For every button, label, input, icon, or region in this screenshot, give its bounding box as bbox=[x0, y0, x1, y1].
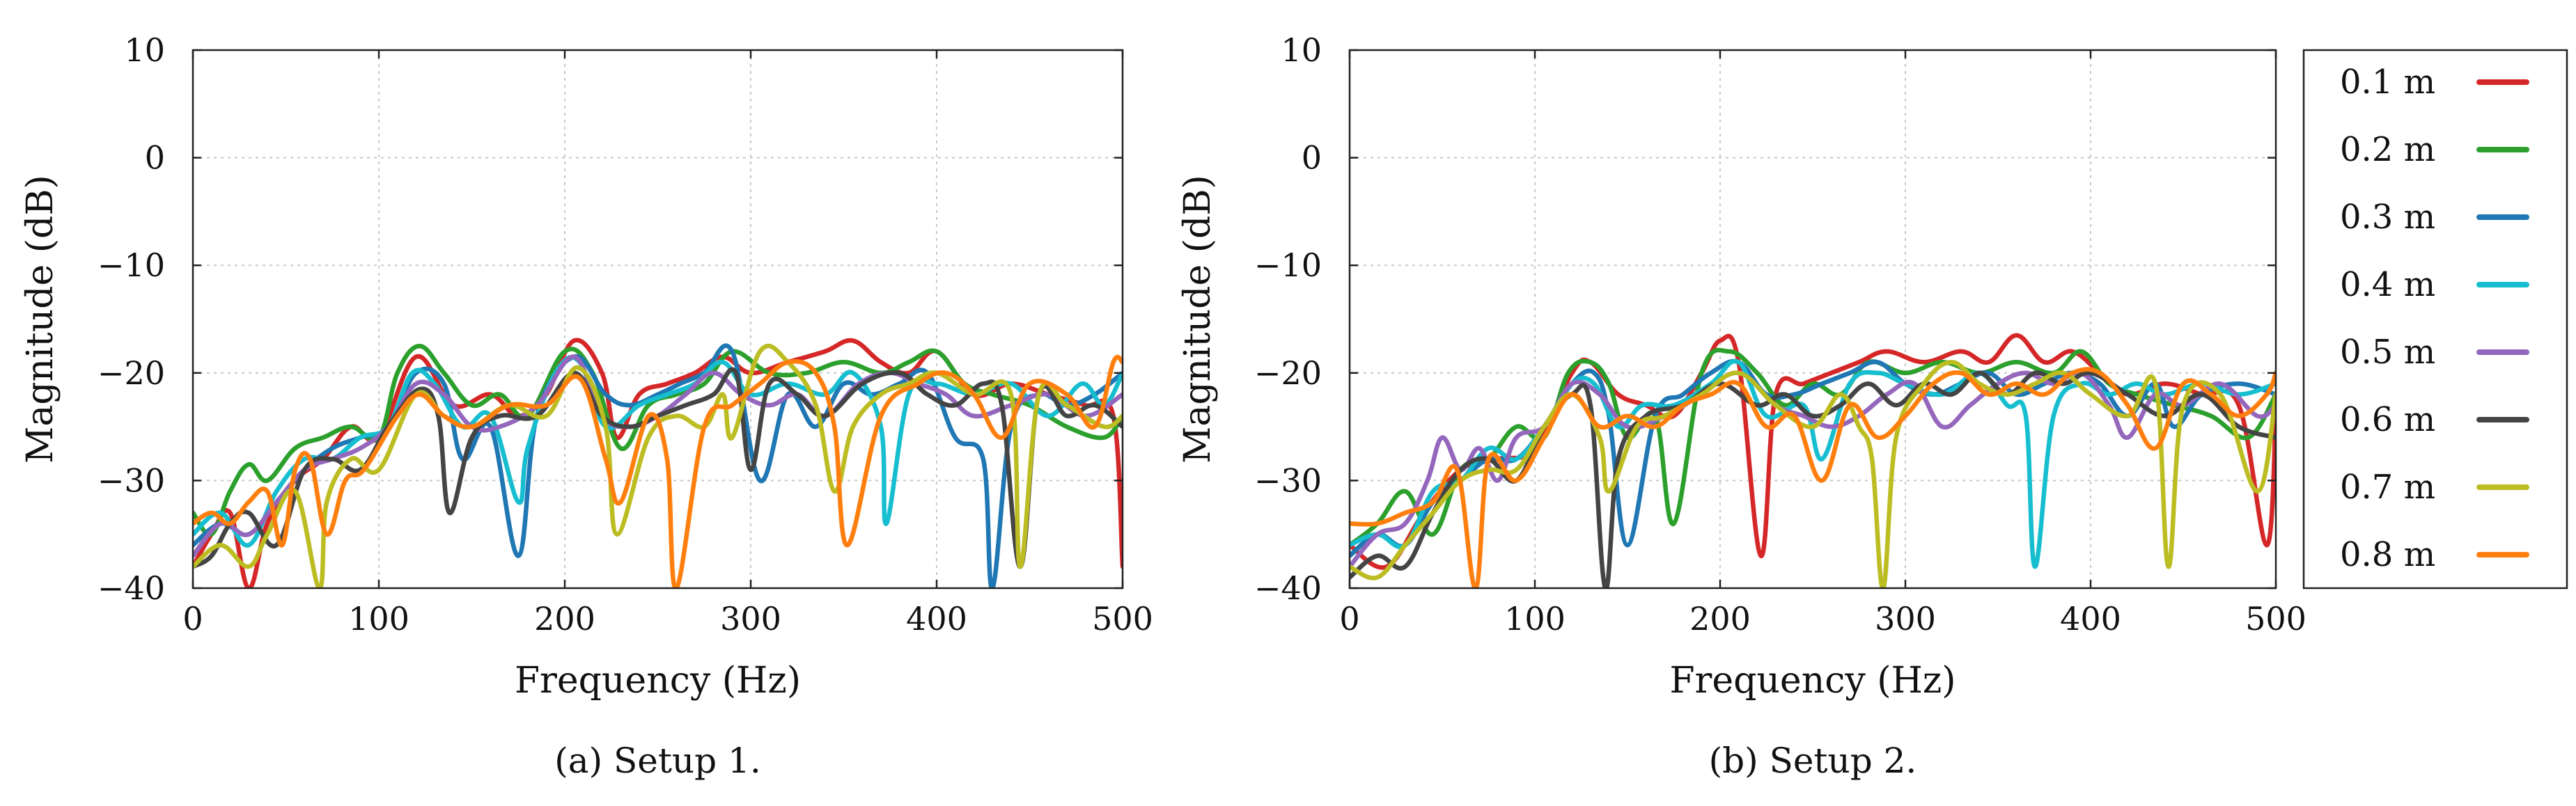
series-line-0-8m bbox=[193, 354, 1123, 588]
x-tick-label: 400 bbox=[2060, 600, 2121, 638]
legend-label: 0.3 m bbox=[2340, 198, 2435, 237]
x-tick-label: 0 bbox=[182, 600, 203, 638]
y-tick-label: 0 bbox=[1302, 139, 1322, 177]
y-tick-label: −10 bbox=[1254, 246, 1322, 284]
x-tick-label: 400 bbox=[906, 600, 967, 638]
chart-setup-1: 0 100 200 300 400 500100−10−20−30−40Frequency… bbox=[19, 31, 1153, 781]
x-axis-label: Frequency (Hz) bbox=[1669, 660, 1956, 702]
legend: 0.1 m 0.2 m 0.3 m 0.4 m 0.5 m 0.6 m 0.7 m 0.8 m bbox=[2302, 49, 2568, 590]
legend-label: 0.7 m bbox=[2340, 468, 2435, 507]
plot-frame bbox=[192, 49, 1124, 590]
y-tick-label: −30 bbox=[97, 461, 165, 499]
legend-label: 0.6 m bbox=[2340, 400, 2435, 439]
chart-setup-2: 0 100 200 300 400 500100−10−20−30−40Frequency… bbox=[1177, 31, 2306, 781]
x-tick-label: 300 bbox=[720, 600, 781, 638]
series-line-0-8m bbox=[1350, 367, 2276, 588]
legend-label: 0.8 m bbox=[2340, 535, 2435, 574]
y-tick-label: −20 bbox=[97, 354, 165, 392]
legend-label: 0.4 m bbox=[2340, 265, 2435, 304]
y-tick-label: 10 bbox=[1281, 31, 1322, 69]
y-tick-label: −20 bbox=[1254, 354, 1322, 392]
series-line-0-5m bbox=[1350, 370, 2276, 569]
legend-label: 0.5 m bbox=[2340, 333, 2435, 372]
series-line-0-2m bbox=[193, 343, 1123, 537]
legend-label: 0.1 m bbox=[2340, 63, 2435, 102]
y-tick-label: −40 bbox=[97, 569, 165, 607]
y-axis-label: Magnitude (dB) bbox=[19, 175, 61, 464]
legend-label: 0.2 m bbox=[2340, 130, 2435, 169]
legend-box bbox=[2302, 49, 2568, 590]
x-tick-label: 200 bbox=[1689, 600, 1751, 638]
x-tick-label: 500 bbox=[2245, 600, 2306, 638]
y-axis-label: Magnitude (dB) bbox=[1177, 175, 1219, 464]
subfigure-caption: (a) Setup 1. bbox=[554, 741, 760, 781]
series-line-0-7m bbox=[1350, 360, 2276, 588]
x-tick-label: 500 bbox=[1092, 600, 1153, 638]
plot-frame bbox=[1348, 49, 2277, 590]
x-tick-label: 100 bbox=[348, 600, 409, 638]
subfigure-caption: (b) Setup 2. bbox=[1709, 741, 1917, 781]
y-tick-label: 10 bbox=[124, 31, 165, 69]
x-axis-label: Frequency (Hz) bbox=[515, 660, 801, 702]
y-tick-label: 0 bbox=[145, 139, 165, 177]
x-tick-label: 100 bbox=[1504, 600, 1566, 638]
x-tick-label: 200 bbox=[534, 600, 595, 638]
x-tick-label: 0 bbox=[1339, 600, 1359, 638]
x-tick-label: 300 bbox=[1875, 600, 1936, 638]
y-tick-label: −10 bbox=[97, 246, 165, 284]
y-tick-label: −30 bbox=[1254, 461, 1322, 499]
series-line-0-7m bbox=[193, 343, 1123, 588]
y-tick-label: −40 bbox=[1254, 569, 1322, 607]
series-line-0-4m bbox=[193, 354, 1123, 548]
series-line-0-1m bbox=[1350, 333, 2276, 570]
